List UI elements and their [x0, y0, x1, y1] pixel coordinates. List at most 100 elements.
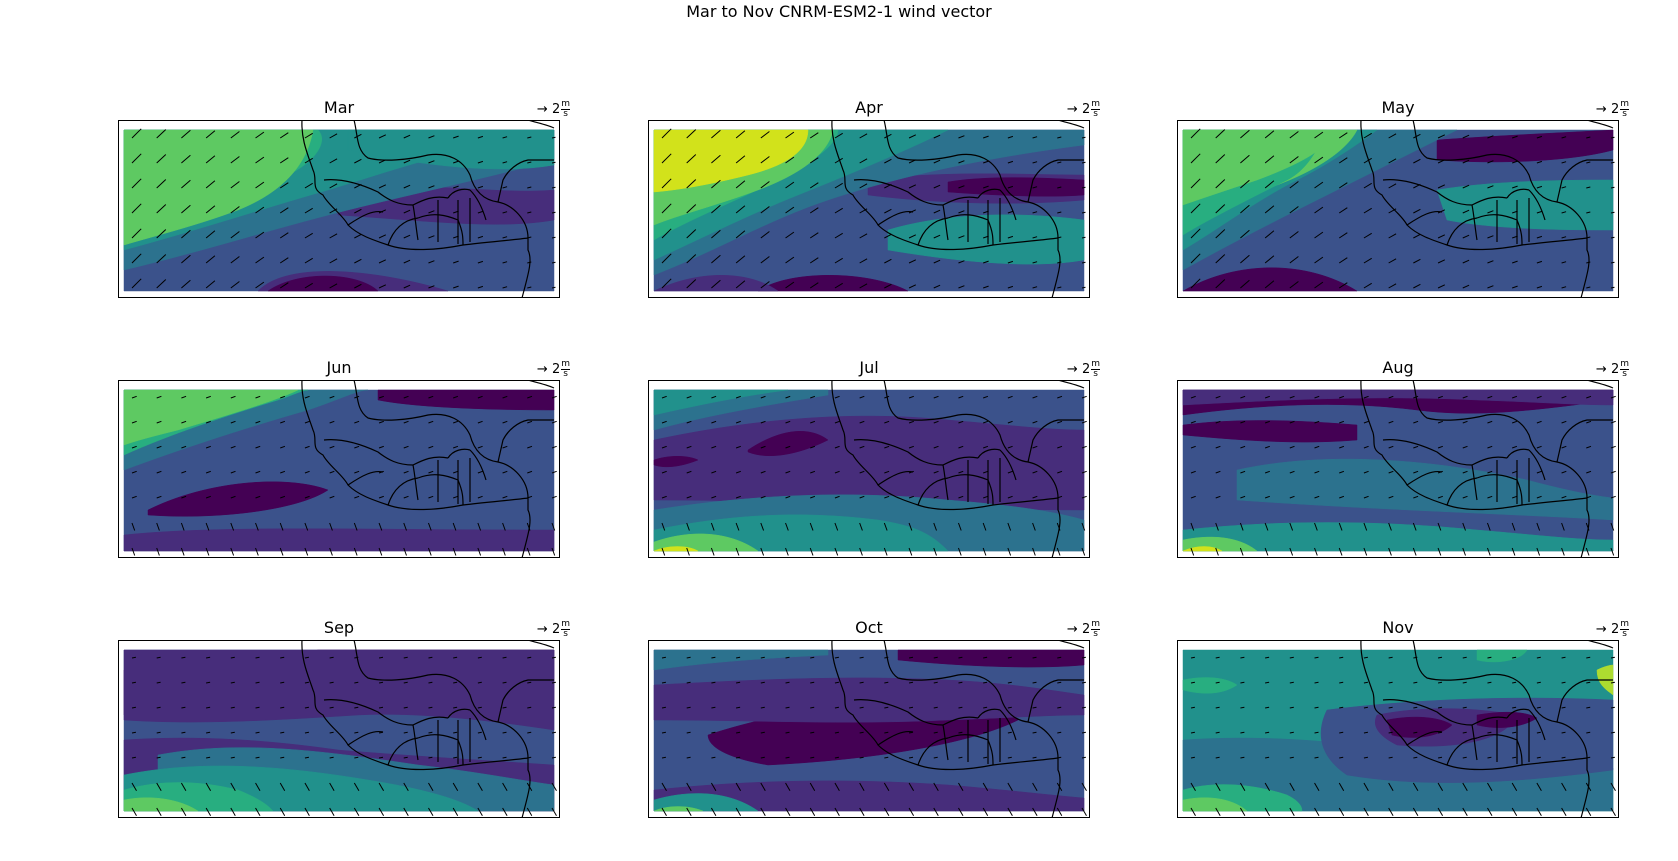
- wind-vector: [1536, 210, 1543, 214]
- wind-vector: [502, 547, 506, 556]
- wind-vector: [255, 445, 261, 449]
- wind-vector: [280, 420, 286, 424]
- wind-vector: [1032, 236, 1038, 239]
- wind-vector: [1536, 135, 1543, 139]
- wind-vector: [428, 185, 435, 189]
- wind-vector: [477, 782, 483, 792]
- wind-vector: [403, 445, 409, 449]
- wind-vector: [785, 131, 795, 139]
- wind-vector: [1032, 395, 1038, 399]
- wind-vector: [403, 134, 411, 139]
- wind-vector: [1561, 211, 1567, 214]
- wind-vector: [378, 470, 384, 474]
- border-line: [412, 464, 419, 501]
- figure-title: Mar to Nov CNRM-ESM2-1 wind vector: [686, 2, 992, 21]
- wind-vector: [933, 445, 939, 449]
- wind-vector: [1585, 522, 1590, 531]
- border-line: [347, 210, 464, 246]
- wind-vector: [1610, 420, 1616, 424]
- wind-vector: [1412, 807, 1419, 817]
- wind-vector: [502, 445, 508, 449]
- wind-vector: [1413, 445, 1419, 449]
- wind-vector: [983, 731, 988, 734]
- wind-vector: [1314, 756, 1319, 759]
- wind-vector: [1437, 395, 1443, 399]
- border-line: [447, 188, 487, 221]
- wind-vector: [453, 235, 459, 239]
- wind-vector: [834, 706, 839, 709]
- wind-vector: [1388, 208, 1397, 214]
- wind-vector: [329, 133, 338, 139]
- wind-vector: [1314, 445, 1320, 449]
- wind-vector: [785, 681, 790, 684]
- wind-vector: [304, 282, 313, 289]
- wind-vector: [131, 731, 136, 734]
- wind-vector: [785, 256, 795, 264]
- wind-vector: [1462, 184, 1470, 189]
- wind-vector: [502, 656, 507, 659]
- contour-level-6: [1182, 797, 1248, 812]
- wind-vector: [859, 495, 865, 499]
- contour-level-3: [1236, 458, 1614, 521]
- wind-vector: [1057, 161, 1062, 164]
- wind-vector: [1487, 495, 1493, 499]
- wind-vector: [908, 522, 913, 531]
- wind-vector: [1190, 656, 1195, 659]
- wind-vector: [834, 282, 843, 289]
- wind-vector: [477, 185, 484, 189]
- wind-vector: [156, 681, 161, 684]
- wind-vector: [353, 782, 360, 792]
- wind-vector: [329, 395, 335, 399]
- wind-vector: [403, 756, 408, 759]
- wind-vector: [1339, 470, 1345, 474]
- border-line: [1057, 120, 1085, 129]
- wind-vector: [354, 133, 362, 139]
- wind-vector: [1032, 470, 1038, 474]
- wind-vector: [452, 782, 459, 792]
- wind-vector: [834, 656, 839, 659]
- wind-vector: [206, 731, 211, 734]
- wind-vector: [1264, 395, 1270, 399]
- wind-vector: [180, 522, 185, 531]
- wind-vector: [983, 681, 988, 684]
- wind-vector: [527, 236, 532, 239]
- wind-vector: [1512, 706, 1517, 709]
- wind-vector: [304, 756, 309, 759]
- border-line: [1471, 724, 1478, 761]
- border-line: [977, 188, 1017, 221]
- wind-vector: [1487, 681, 1492, 684]
- wind-vector: [1536, 445, 1542, 449]
- wind-vector: [255, 656, 260, 659]
- wind-vector: [527, 756, 532, 759]
- wind-vector: [205, 395, 211, 399]
- wind-vector: [686, 782, 692, 792]
- wind-vector: [527, 706, 532, 709]
- wind-vector: [1265, 706, 1270, 709]
- wind-vector: [1437, 159, 1446, 164]
- wind-vector: [453, 285, 459, 289]
- wind-vector: [809, 547, 814, 556]
- wind-vector: [908, 470, 914, 474]
- wind-vector: [1339, 445, 1345, 449]
- wind-vector: [686, 756, 691, 759]
- wind-vector: [1437, 184, 1446, 189]
- wind-vector: [686, 495, 692, 499]
- wind-vector: [933, 547, 937, 556]
- wind-vector: [1536, 756, 1541, 759]
- wind-vector: [661, 395, 667, 399]
- wind-vector: [1289, 807, 1295, 817]
- wind-vector: [428, 782, 434, 792]
- wind-vector: [230, 495, 236, 499]
- wind-vector: [181, 470, 187, 474]
- contour-level-0: [947, 177, 1085, 197]
- wind-vector: [1190, 228, 1201, 239]
- wind-vector: [329, 258, 338, 264]
- wind-vector: [1289, 656, 1294, 659]
- wind-vector: [809, 207, 819, 214]
- map-frame: [648, 120, 1090, 298]
- wind-vector: [230, 206, 240, 214]
- wind-vector: [156, 420, 162, 424]
- wind-vector: [735, 420, 741, 424]
